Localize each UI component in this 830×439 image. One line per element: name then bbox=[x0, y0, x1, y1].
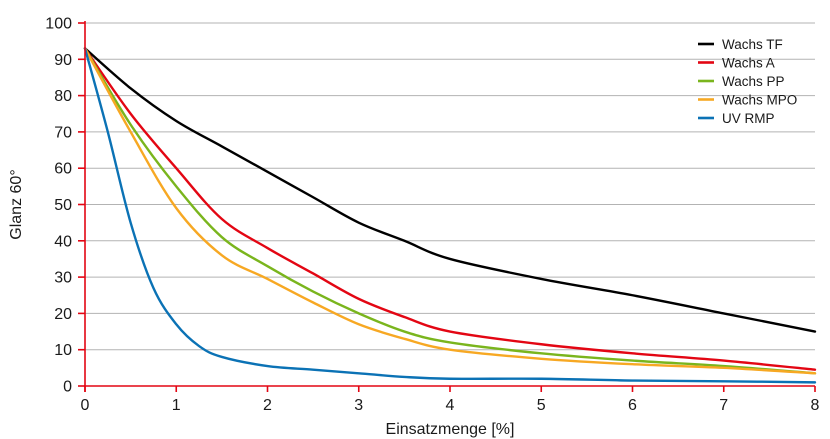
x-tick-label-8: 8 bbox=[811, 397, 820, 414]
x-tick-label-7: 7 bbox=[719, 397, 728, 414]
y-tick-label-80: 80 bbox=[54, 88, 72, 105]
series-line-wachs-tf bbox=[83, 47, 817, 333]
series-line-wachs-mpo bbox=[83, 47, 817, 375]
y-tick-label-50: 50 bbox=[54, 197, 72, 214]
y-tick-label-20: 20 bbox=[54, 306, 72, 323]
x-tick-label-6: 6 bbox=[628, 397, 637, 414]
y-tick-label-10: 10 bbox=[54, 342, 72, 359]
legend-label-wachs-a: Wachs A bbox=[722, 56, 775, 71]
legend: Wachs TF Wachs A Wachs PP Wachs MPO UV RMP bbox=[698, 37, 797, 126]
gridlines bbox=[85, 22, 815, 351]
y-axis-title: Glanz 60° bbox=[8, 169, 25, 239]
y-tick-label-30: 30 bbox=[54, 270, 72, 287]
legend-label-wachs-tf: Wachs TF bbox=[722, 37, 783, 52]
x-tick-label-3: 3 bbox=[354, 397, 363, 414]
axes bbox=[78, 21, 816, 392]
y-tick-label-0: 0 bbox=[63, 379, 72, 396]
tick-labels: 0 10 20 30 40 50 60 70 80 90 100 0 1 2 3 4 5 6 7 8 bbox=[45, 16, 819, 415]
series-line-wachs-pp bbox=[83, 47, 817, 375]
series-lines bbox=[83, 47, 817, 384]
legend-label-wachs-mpo: Wachs MPO bbox=[722, 93, 797, 108]
y-tick-label-70: 70 bbox=[54, 124, 72, 141]
x-tick-label-2: 2 bbox=[263, 397, 272, 414]
x-tick-label-1: 1 bbox=[172, 397, 181, 414]
series-line-wachs-a bbox=[83, 47, 817, 371]
legend-label-uv-rmp: UV RMP bbox=[722, 111, 775, 126]
y-tick-label-90: 90 bbox=[54, 52, 72, 69]
y-tick-label-40: 40 bbox=[54, 233, 72, 250]
series-line-uv-rmp bbox=[83, 47, 817, 384]
x-tick-label-4: 4 bbox=[446, 397, 455, 414]
x-axis-title: Einsatzmenge [%] bbox=[386, 421, 515, 438]
x-tick-label-5: 5 bbox=[537, 397, 546, 414]
legend-label-wachs-pp: Wachs PP bbox=[722, 74, 785, 89]
x-tick-label-0: 0 bbox=[81, 397, 90, 414]
y-tick-label-60: 60 bbox=[54, 161, 72, 178]
y-tick-label-100: 100 bbox=[45, 16, 72, 33]
